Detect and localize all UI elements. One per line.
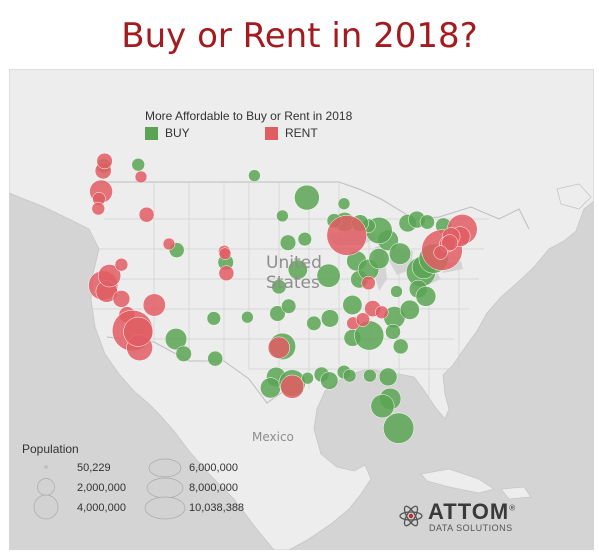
city-point-buy-60[interactable] — [301, 371, 314, 385]
pop-symbol-4000000 — [33, 494, 59, 520]
city-point-buy-62[interactable] — [342, 368, 357, 383]
pop-symbol-10038388 — [144, 496, 186, 520]
island-cuba — [420, 468, 495, 494]
legend-item-buy[interactable]: BUY — [145, 126, 190, 140]
city-point-rent-7[interactable] — [123, 316, 154, 347]
legend-item-rent[interactable]: RENT — [265, 126, 318, 140]
city-point-buy-44[interactable] — [392, 338, 409, 355]
city-point-buy-51[interactable] — [419, 214, 435, 230]
city-point-buy-15[interactable] — [279, 234, 297, 251]
city-point-buy-7[interactable] — [207, 350, 224, 367]
label-mexico: Mexico — [252, 430, 294, 444]
pop-symbol-2000000 — [37, 478, 55, 496]
population-legend-title: Population — [22, 442, 79, 456]
chart-title: Buy or Rent in 2018? — [121, 16, 478, 56]
island-newfoundland — [556, 183, 592, 210]
pop-value-5: 8,000,000 — [189, 482, 238, 494]
pop-symbol-6000000 — [148, 458, 182, 478]
city-point-buy-47[interactable] — [415, 286, 437, 307]
city-point-rent-33[interactable] — [361, 275, 376, 291]
city-point-rent-25[interactable] — [441, 234, 459, 252]
map-canvas[interactable] — [9, 69, 594, 550]
population-legend: Population 50,229 2,000,000 4,000,000 6,… — [22, 442, 272, 532]
city-point-buy-1[interactable] — [131, 157, 145, 172]
attom-logo: ATTOM® DATA SOLUTIONS — [398, 499, 528, 535]
city-point-rent-32[interactable] — [355, 312, 371, 327]
city-point-buy-63[interactable] — [363, 368, 377, 383]
city-point-rent-18[interactable] — [218, 247, 232, 260]
logo-wordmark: ATTOM® — [428, 499, 517, 524]
pop-value-6: 10,038,388 — [189, 502, 245, 514]
pop-value-2: 2,000,000 — [77, 482, 126, 494]
city-point-buy-45[interactable] — [385, 323, 401, 340]
city-point-rent-16[interactable] — [218, 265, 235, 282]
pop-symbol-50229 — [44, 465, 48, 469]
points-layer — [88, 152, 478, 444]
pop-value-3: 4,000,000 — [77, 502, 126, 514]
legend-swatch-buy — [145, 126, 158, 140]
city-point-buy-14[interactable] — [287, 259, 308, 280]
legend-label-buy: BUY — [165, 126, 190, 140]
city-point-rent-26[interactable] — [433, 245, 448, 260]
city-point-buy-29[interactable] — [368, 248, 390, 270]
city-point-rent-35[interactable] — [162, 237, 176, 251]
city-point-buy-9[interactable] — [281, 298, 297, 314]
city-point-buy-17[interactable] — [294, 184, 320, 211]
city-point-buy-19[interactable] — [320, 309, 340, 328]
population-legend-symbols — [33, 458, 186, 520]
pop-value-1: 50,229 — [77, 462, 111, 474]
logo-subtitle: DATA SOLUTIONS — [429, 523, 513, 533]
city-point-buy-59[interactable] — [271, 279, 287, 295]
city-point-buy-57[interactable] — [276, 209, 289, 223]
city-point-buy-37[interactable] — [378, 367, 398, 387]
land-north-america — [9, 69, 594, 550]
label-states: States — [266, 273, 320, 293]
city-point-buy-6[interactable] — [175, 345, 192, 362]
city-point-rent-28[interactable] — [267, 336, 290, 359]
city-point-buy-32[interactable] — [388, 242, 412, 265]
city-point-rent-34[interactable] — [134, 170, 148, 184]
city-point-rent-3[interactable] — [112, 290, 131, 308]
legend-swatch-rent — [265, 126, 278, 140]
city-point-buy-18[interactable] — [316, 263, 341, 288]
city-point-rent-2[interactable] — [97, 264, 122, 288]
city-point-rent-19[interactable] — [326, 215, 368, 256]
legend-title: More Affordable to Buy or Rent in 2018 — [145, 109, 353, 123]
city-point-rent-10[interactable] — [91, 201, 106, 216]
legend-label-rent: RENT — [285, 126, 318, 140]
city-point-buy-55[interactable] — [390, 285, 403, 298]
city-point-buy-43[interactable] — [399, 299, 420, 320]
city-point-rent-13[interactable] — [114, 257, 129, 272]
pop-symbol-8000000 — [146, 477, 184, 499]
city-point-buy-4[interactable] — [206, 311, 221, 326]
city-point-buy-12[interactable] — [260, 377, 281, 399]
city-point-buy-20[interactable] — [306, 315, 322, 331]
city-point-buy-8[interactable] — [269, 305, 286, 322]
city-point-buy-58[interactable] — [241, 310, 254, 324]
city-point-rent-12[interactable] — [142, 293, 166, 317]
city-point-buy-22[interactable] — [320, 371, 339, 390]
island-hispaniola — [500, 486, 532, 500]
city-point-buy-54[interactable] — [337, 197, 351, 210]
city-point-rent-11[interactable] — [138, 206, 155, 223]
city-point-buy-23[interactable] — [342, 295, 363, 315]
city-point-rent-27[interactable] — [280, 374, 305, 399]
pop-value-4: 6,000,000 — [189, 462, 238, 474]
city-point-buy-16[interactable] — [297, 231, 312, 247]
city-point-buy-56[interactable] — [248, 169, 261, 182]
city-point-rent-15[interactable] — [96, 152, 113, 170]
atom-icon — [399, 505, 423, 527]
city-point-buy-36[interactable] — [370, 394, 395, 419]
label-united: United — [266, 253, 322, 273]
city-point-buy-38[interactable] — [383, 412, 415, 444]
city-point-rent-31[interactable] — [375, 305, 389, 320]
city-point-buy-5[interactable] — [164, 328, 188, 351]
